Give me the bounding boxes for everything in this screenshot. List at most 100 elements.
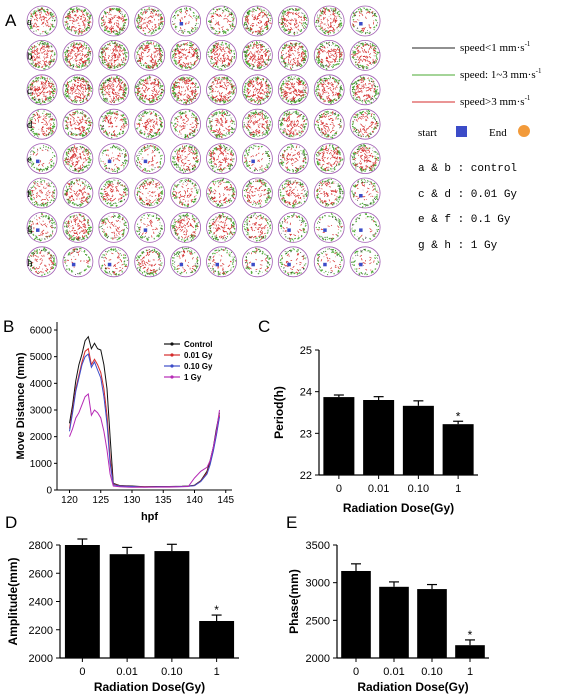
well-a-2: [62, 5, 94, 37]
start-marker-icon: [456, 126, 467, 137]
well-f-5: [170, 177, 202, 209]
e-bar-4: [455, 645, 485, 658]
well-a-6: [206, 5, 237, 37]
c-x-tick-label: 0.10: [408, 483, 429, 495]
e-x-tick-label: 0.01: [383, 666, 404, 678]
c-x-tick-label: 1: [455, 483, 461, 495]
bar-chart-phase: 2000 2500 3000 3500 0 0.01 0.10 1 * Radiation Dos…: [287, 540, 489, 694]
well-g-5: [170, 211, 202, 243]
d-x-axis-label: Radiation Dose(Gy): [94, 680, 205, 694]
well-h-5: [170, 246, 202, 278]
well-h-10: [349, 246, 381, 278]
end-marker-icon: [518, 125, 530, 137]
e-significance-4: *: [468, 628, 473, 642]
well-e-4: [134, 143, 166, 175]
well-d-3: [98, 108, 130, 140]
e-y-tick-label: 2000: [306, 653, 330, 665]
row-label-f: f: [27, 188, 31, 200]
well-c-1: [26, 74, 58, 106]
d-bar-1: [64, 545, 100, 658]
panel-d-label: D: [5, 513, 17, 532]
well-e-9: [313, 143, 345, 175]
row-label-e: e: [27, 154, 32, 166]
well-e-6: [206, 143, 237, 175]
well-f-7: [241, 177, 273, 209]
e-bar-2: [379, 586, 409, 658]
e-x-tick-label: 1: [467, 666, 473, 678]
well-e-1: [26, 143, 58, 175]
b-x-tick-label: 125: [92, 495, 109, 506]
well-a-8: [277, 5, 309, 37]
b-legend-label-1: Control: [184, 340, 212, 349]
well-g-9: [313, 211, 345, 243]
well-f-4: [134, 177, 166, 209]
well-b-2: [62, 40, 94, 71]
b-legend-marker-4: [170, 375, 174, 379]
well-h-4: [134, 246, 166, 278]
d-y-tick-label: 2400: [29, 597, 53, 609]
well-b-4: [134, 40, 166, 71]
b-legend-marker-2: [170, 353, 174, 357]
well-h-9: [313, 246, 345, 278]
well-h-1: [26, 246, 58, 278]
well-b-8: [277, 40, 309, 71]
c-y-tick-label: 24: [300, 387, 312, 399]
well-h-8: [277, 246, 309, 278]
bar-chart-amplitude: 2000 2200 2400 2600 2800 0 0.01 0.10 1 * Radiation…: [6, 538, 239, 694]
b-y-tick-label: 4000: [30, 379, 53, 390]
well-c-9: [313, 74, 345, 106]
well-h-3: [98, 246, 130, 278]
panel-a-label: A: [5, 11, 17, 30]
d-bar-3: [154, 551, 190, 658]
b-y-tick-label: 1000: [30, 459, 53, 470]
b-y-tick-label: 5000: [30, 352, 53, 363]
b-x-axis-label: hpf: [141, 511, 158, 523]
well-h-2: [62, 246, 94, 278]
well-c-4: [134, 74, 166, 106]
d-bar-2: [109, 554, 145, 658]
d-x-tick-label: 0.01: [116, 666, 137, 678]
well-d-6: [206, 108, 237, 140]
e-x-tick-label: 0: [353, 666, 359, 678]
well-a-1: [26, 5, 58, 37]
well-f-8: [277, 177, 309, 209]
c-x-tick-label: 0: [336, 483, 342, 495]
b-legend-label-3: 0.10 Gy: [184, 362, 213, 371]
well-g-2: [62, 211, 94, 243]
b-legend-label-4: 1 Gy: [184, 373, 202, 382]
well-b-9: [313, 40, 345, 71]
row-label-a: a: [27, 16, 32, 28]
speed-legend: speed<1 mm·s-1 speed: 1~3 mm·s-1 speed>3…: [412, 40, 542, 252]
c-y-axis-label: Period(h): [272, 386, 286, 439]
e-x-axis-label: Radiation Dose(Gy): [357, 680, 468, 694]
c-y-tick-label: 25: [300, 345, 312, 357]
b-y-tick-label: 2000: [30, 432, 53, 443]
row-label-c: c: [27, 85, 32, 97]
well-d-4: [134, 108, 166, 140]
b-y-tick-label: 0: [46, 486, 52, 497]
well-b-10: [349, 40, 381, 71]
e-bar-1: [341, 570, 371, 658]
d-y-tick-label: 2800: [29, 540, 53, 552]
row-labels: a b c d e f g h: [27, 16, 33, 269]
d-y-tick-label: 2000: [29, 653, 53, 665]
well-b-3: [98, 40, 130, 71]
well-d-1: [26, 108, 58, 140]
e-y-tick-label: 2500: [306, 615, 330, 627]
c-bar-3: [402, 405, 434, 475]
well-g-1: [26, 211, 58, 243]
c-x-axis-label: Radiation Dose(Gy): [343, 501, 454, 515]
b-x-tick-label: 130: [124, 495, 141, 506]
well-e-10: [349, 143, 381, 175]
well-g-10: [349, 211, 381, 243]
d-y-tick-label: 2600: [29, 568, 53, 580]
b-x-tick-label: 140: [186, 495, 203, 506]
well-a-3: [98, 5, 130, 37]
well-e-5: [170, 143, 202, 175]
well-d-5: [170, 108, 202, 140]
row-label-g: g: [27, 222, 33, 234]
legend-group-1: a & b : control: [418, 163, 517, 175]
panel-c-label: C: [258, 317, 270, 336]
panel-e-label: E: [286, 513, 297, 532]
